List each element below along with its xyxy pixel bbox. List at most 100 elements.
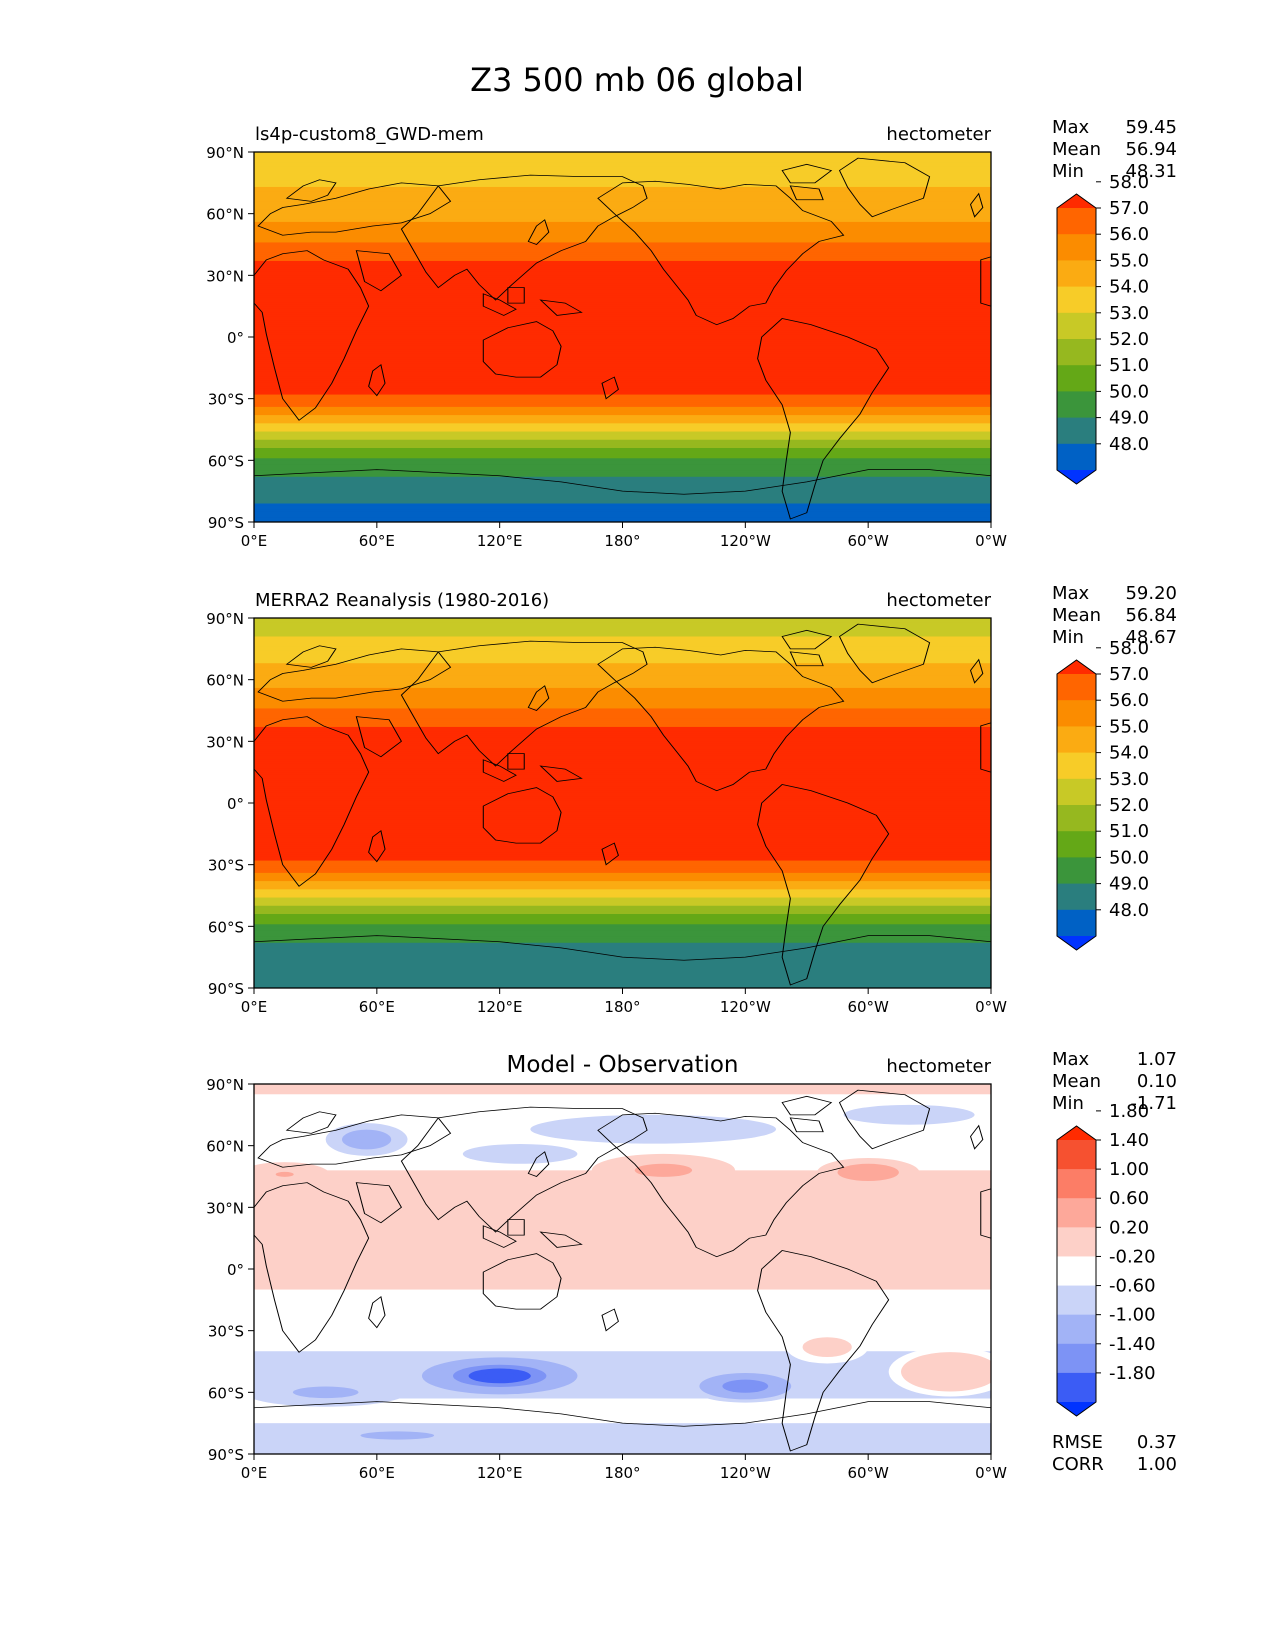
lat-band bbox=[254, 1205, 991, 1208]
lat-band bbox=[254, 885, 991, 888]
colorbar-segment bbox=[1057, 857, 1096, 884]
lat-band bbox=[254, 1355, 991, 1358]
lat-band bbox=[254, 967, 991, 971]
lat-band bbox=[254, 304, 991, 307]
colorbar-segment bbox=[1057, 726, 1096, 753]
lat-band bbox=[254, 811, 991, 814]
lat-band bbox=[254, 367, 991, 371]
lat-band bbox=[254, 287, 991, 291]
anomaly-contour bbox=[275, 1171, 294, 1177]
anomaly-contour bbox=[628, 1126, 678, 1133]
colorbar-segment bbox=[1057, 752, 1096, 780]
lat-band bbox=[254, 1421, 991, 1424]
lat-band bbox=[254, 893, 991, 897]
anomaly-contour bbox=[858, 1169, 879, 1176]
lat-band bbox=[254, 1340, 991, 1344]
lat-band bbox=[254, 911, 991, 915]
lat-band bbox=[254, 1232, 991, 1235]
lat-band bbox=[254, 511, 991, 515]
lat-band bbox=[254, 983, 991, 987]
lat-band bbox=[254, 1271, 991, 1274]
stat-value-min: 48.31 bbox=[1125, 161, 1177, 182]
colorbar-extend-max bbox=[1057, 1126, 1096, 1140]
lat-band bbox=[254, 969, 991, 973]
anomaly-contour bbox=[505, 1151, 535, 1157]
lat-band bbox=[254, 743, 991, 747]
lat-band bbox=[254, 443, 991, 447]
lat-band bbox=[254, 792, 991, 796]
lat-band bbox=[254, 197, 991, 200]
stat-label-min: Min bbox=[1052, 1093, 1084, 1114]
xtick-label: 60°E bbox=[359, 532, 395, 550]
lat-band bbox=[254, 1102, 991, 1106]
lat-band bbox=[254, 174, 991, 178]
lat-band bbox=[254, 1246, 991, 1250]
lat-band bbox=[254, 622, 991, 625]
lat-band bbox=[254, 316, 991, 320]
lat-band bbox=[254, 1090, 991, 1093]
lat-band bbox=[254, 942, 991, 946]
ytick-label: 30°S bbox=[208, 391, 244, 409]
anomaly-contour bbox=[309, 1389, 343, 1396]
lat-band bbox=[254, 384, 991, 387]
lat-band bbox=[254, 1094, 991, 1097]
lat-band bbox=[254, 289, 991, 293]
colorbar-label: 54.0 bbox=[1109, 277, 1149, 298]
colorbar-label: 0.60 bbox=[1109, 1188, 1149, 1209]
lat-band bbox=[254, 1412, 991, 1416]
lat-band bbox=[254, 1209, 991, 1213]
lat-band bbox=[254, 766, 991, 769]
lat-band bbox=[254, 879, 991, 882]
lat-band bbox=[254, 916, 991, 919]
lat-band bbox=[254, 823, 991, 827]
lat-band bbox=[254, 437, 991, 441]
lat-band bbox=[254, 924, 991, 927]
xtick-label: 120°W bbox=[720, 998, 771, 1016]
lat-band bbox=[254, 981, 991, 985]
lat-band bbox=[254, 505, 991, 509]
lat-band bbox=[254, 650, 991, 654]
lat-band bbox=[254, 620, 991, 623]
lat-band bbox=[254, 310, 991, 313]
lat-band bbox=[254, 462, 991, 466]
lat-band bbox=[254, 1279, 991, 1282]
colorbar-label: -1.00 bbox=[1109, 1305, 1156, 1326]
lat-band bbox=[254, 1334, 991, 1338]
xtick-label: 180° bbox=[604, 532, 640, 550]
colorbar-label: 58.0 bbox=[1109, 172, 1149, 193]
lat-band bbox=[254, 433, 991, 437]
lat-band bbox=[254, 1149, 991, 1153]
lat-band bbox=[254, 632, 991, 636]
lat-band bbox=[254, 234, 991, 237]
lat-band bbox=[254, 1345, 991, 1348]
lat-band bbox=[254, 1147, 991, 1151]
lat-band bbox=[254, 1299, 991, 1303]
lat-band bbox=[254, 1363, 991, 1367]
ytick-label: 30°N bbox=[206, 1199, 244, 1217]
lat-band bbox=[254, 1264, 991, 1268]
lat-band bbox=[254, 819, 991, 823]
colorbar-label: 58.0 bbox=[1109, 638, 1149, 659]
lat-band bbox=[254, 363, 991, 367]
lat-band bbox=[254, 396, 991, 400]
stat-value-corr: 1.00 bbox=[1137, 1454, 1177, 1475]
lat-band bbox=[254, 347, 991, 350]
lat-band bbox=[254, 1388, 991, 1391]
lat-band bbox=[254, 840, 991, 843]
lat-band bbox=[254, 421, 991, 424]
lat-band bbox=[254, 679, 991, 683]
lat-band bbox=[254, 724, 991, 728]
lat-band bbox=[254, 394, 991, 398]
xtick-label: 0°E bbox=[241, 998, 268, 1016]
lat-band bbox=[254, 786, 991, 790]
lat-band bbox=[254, 1201, 991, 1204]
lat-band bbox=[254, 445, 991, 449]
lat-band bbox=[254, 718, 991, 722]
lat-band bbox=[254, 1236, 991, 1239]
lat-band bbox=[254, 349, 991, 352]
lat-band bbox=[254, 1199, 991, 1202]
lat-band bbox=[254, 889, 991, 892]
lat-band bbox=[254, 1266, 991, 1270]
lat-band bbox=[254, 714, 991, 718]
lat-band bbox=[254, 1431, 991, 1435]
